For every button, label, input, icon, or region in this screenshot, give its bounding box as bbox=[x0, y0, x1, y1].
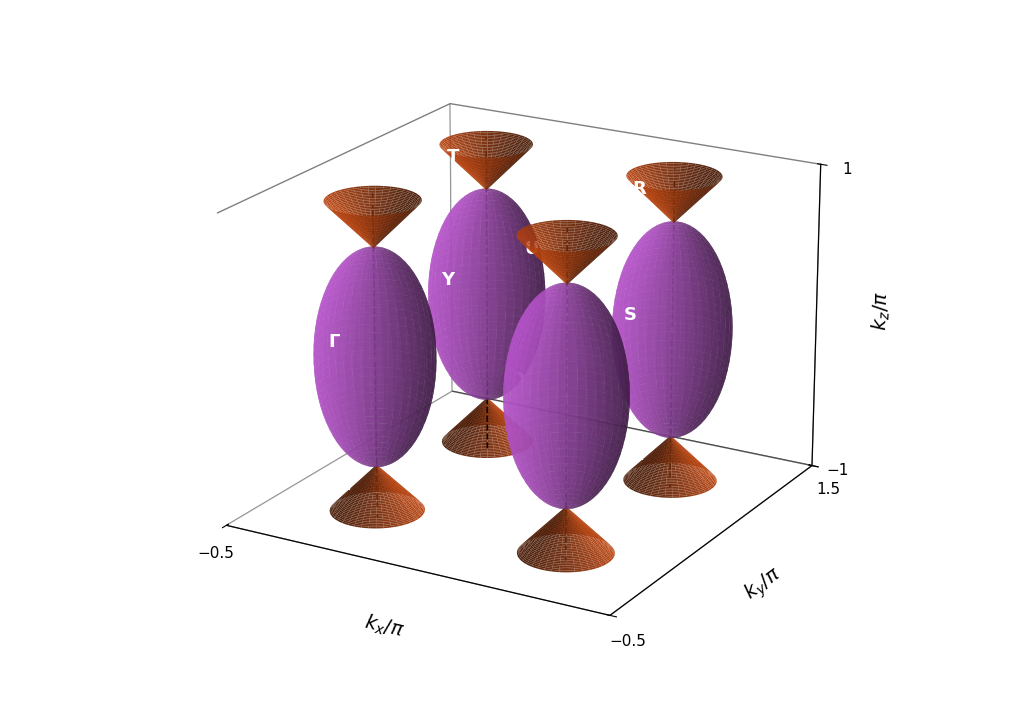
X-axis label: $k_x/\pi$: $k_x/\pi$ bbox=[361, 611, 407, 642]
Y-axis label: $k_y/\pi$: $k_y/\pi$ bbox=[740, 563, 787, 607]
